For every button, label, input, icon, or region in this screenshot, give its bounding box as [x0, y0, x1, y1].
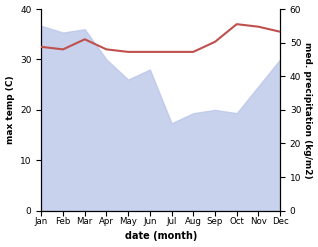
- X-axis label: date (month): date (month): [125, 231, 197, 242]
- Y-axis label: med. precipitation (kg/m2): med. precipitation (kg/m2): [303, 41, 313, 178]
- Y-axis label: max temp (C): max temp (C): [5, 76, 15, 144]
